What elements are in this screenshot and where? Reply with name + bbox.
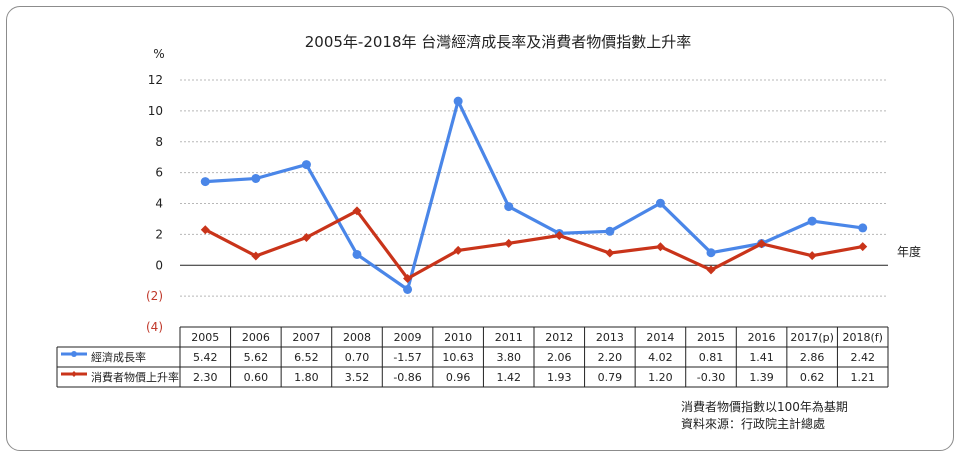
data-point [504,238,514,248]
x-tick-label: 2016 [748,331,776,344]
y-tick-label: 4 [155,197,163,211]
y-tick-label: (2) [146,289,163,303]
data-point [352,206,362,216]
x-tick-label: 2009 [394,331,422,344]
data-point [301,232,311,242]
legend-label: 經濟成長率 [91,350,146,364]
data-label: 2.30 [193,371,218,384]
chart-title: 2005年-2018年 台灣經濟成長率及消費者物價指數上升率 [305,33,692,51]
data-label: 6.52 [294,351,319,364]
x-tick-label: 2014 [646,331,674,344]
data-point [554,230,564,240]
data-label: 5.42 [193,351,218,364]
data-label: -0.86 [393,371,421,384]
data-label: 0.70 [345,351,370,364]
data-label: 0.60 [244,371,269,384]
data-point [858,223,868,233]
data-point [504,202,514,212]
x-tick-label: 2011 [495,331,523,344]
data-label: -0.30 [697,371,725,384]
data-point [605,226,615,236]
series-lines [200,96,868,294]
x-tick-label: 2005 [191,331,219,344]
data-label: 1.39 [749,371,774,384]
data-point [706,265,716,275]
data-label: 1.21 [850,371,875,384]
x-tick-label: 2017(p) [790,331,834,344]
data-point [352,249,362,259]
data-label: 2.06 [547,351,572,364]
x-tick-label: 2018(f) [842,331,882,344]
y-tick-label: 8 [155,135,163,149]
y-axis-unit-label: % [153,47,164,61]
data-label: 0.81 [699,351,724,364]
legend-key-marker [71,351,77,357]
data-label: 3.80 [496,351,521,364]
data-label: 1.41 [749,351,774,364]
data-point [200,225,210,235]
y-tick-label: 0 [155,258,163,272]
data-label: -1.57 [393,351,421,364]
data-point [200,177,210,187]
data-point [403,284,413,294]
data-label: 3.52 [345,371,370,384]
data-point [757,239,767,249]
data-label: 1.93 [547,371,572,384]
data-point [655,242,665,252]
gridlines [180,79,888,297]
y-tick-label: 12 [148,73,163,87]
data-point [453,245,463,255]
x-axis-label: 年度 [897,244,921,259]
data-label: 0.62 [800,371,825,384]
y-tick-label: 2 [155,227,163,241]
data-label: 2.20 [598,351,623,364]
data-label: 1.80 [294,371,319,384]
data-point [706,248,716,258]
data-point [453,96,463,106]
y-tick-labels: 12 10 8 6 4 2 0 (2) (4) [146,73,163,334]
data-table: 2005 2006 2007 2008 2009 2010 2011 2012 2013 2014… [56,326,889,388]
data-point [807,251,817,261]
data-point [251,251,261,261]
data-label: 0.79 [598,371,623,384]
data-label: 0.96 [446,371,471,384]
legend-label: 消費者物價上升率 [91,370,179,384]
data-point [403,274,413,284]
y-tick-label: 10 [148,104,163,118]
data-point [301,160,311,170]
x-tick-label: 2006 [242,331,270,344]
note-base-year: 消費者物價指數以100年為基期 [681,399,848,414]
data-point [858,242,868,252]
x-tick-label: 2008 [343,331,371,344]
data-label: 1.20 [648,371,673,384]
x-tick-label: 2015 [697,331,725,344]
data-label: 4.02 [648,351,673,364]
data-label: 5.62 [244,351,269,364]
y-tick-label: (4) [146,320,163,334]
data-point [251,173,261,183]
data-point [605,248,615,258]
data-point [655,198,665,208]
note-source: 資料來源：行政院主計總處 [681,416,825,431]
data-point [807,216,817,226]
data-label: 1.42 [496,371,521,384]
series-line-1 [203,99,865,292]
data-label: 2.86 [800,351,825,364]
x-tick-label: 2007 [292,331,320,344]
data-label: 10.63 [442,351,474,364]
x-tick-label: 2012 [545,331,573,344]
legend-key-marker [71,371,77,377]
series-line-2 [203,209,865,281]
y-tick-label: 6 [155,166,163,180]
data-label: 2.42 [850,351,875,364]
x-tick-label: 2013 [596,331,624,344]
x-tick-label: 2010 [444,331,472,344]
